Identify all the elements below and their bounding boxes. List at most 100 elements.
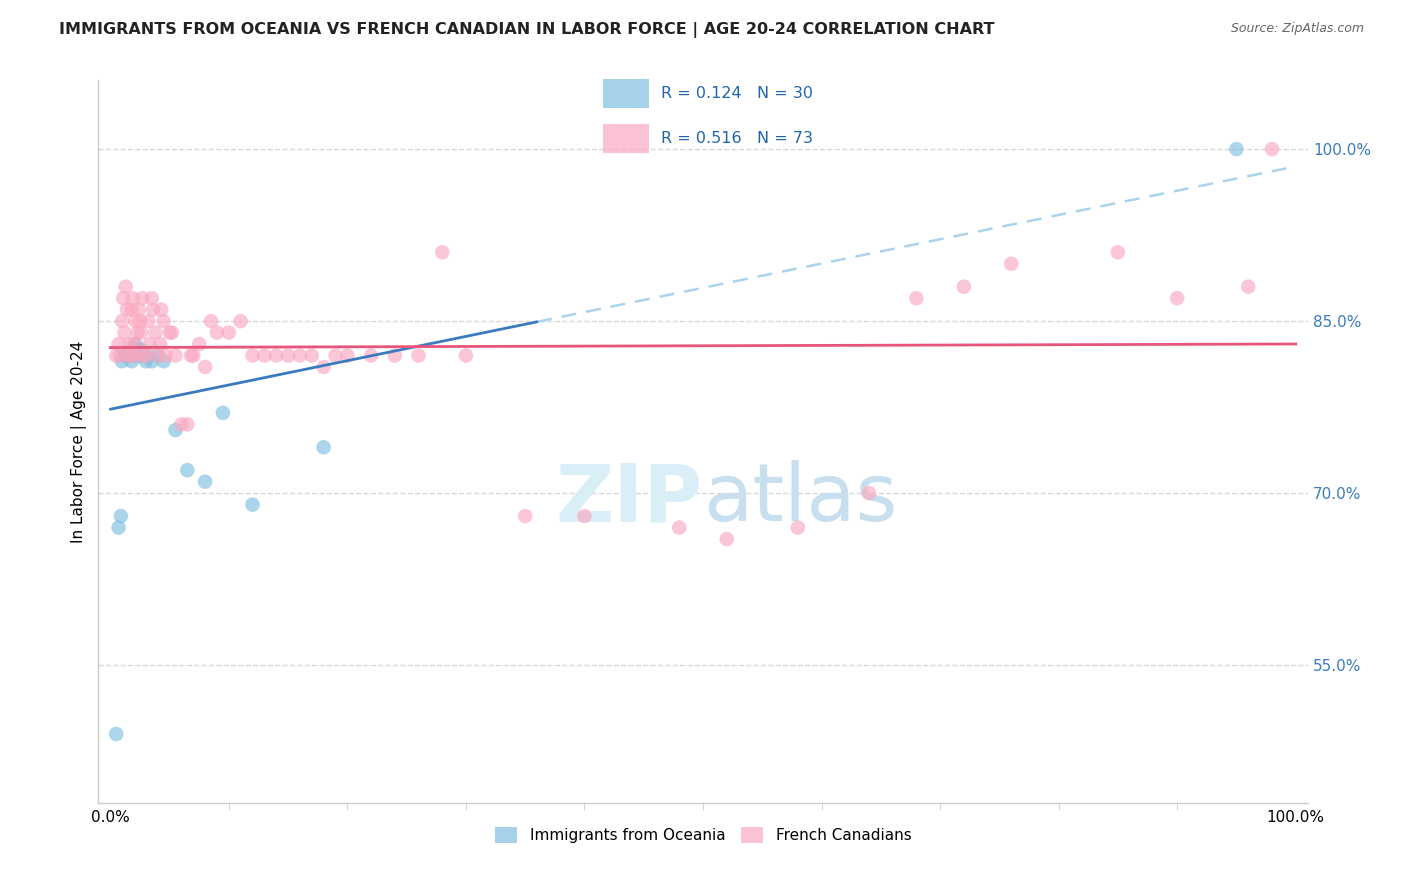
Point [181, 349, 204, 363]
Point [165, 423, 187, 437]
Point [432, 245, 454, 260]
Text: R = 0.516   N = 73: R = 0.516 N = 73 [661, 131, 814, 146]
Text: atlas: atlas [703, 460, 897, 539]
Y-axis label: In Labor Force | Age 20-24: In Labor Force | Age 20-24 [72, 341, 87, 542]
Point [121, 354, 143, 368]
Point [253, 349, 276, 363]
Point [124, 337, 146, 351]
Point [160, 326, 183, 340]
Point [112, 291, 135, 305]
Point [105, 727, 128, 741]
Point [176, 417, 198, 432]
Point [107, 337, 129, 351]
Point [141, 354, 163, 368]
Point [150, 302, 173, 317]
Text: R = 0.124   N = 30: R = 0.124 N = 30 [661, 86, 814, 101]
Point [114, 349, 136, 363]
Point [454, 349, 477, 363]
Point [242, 498, 264, 512]
Point [786, 520, 808, 534]
Text: Source: ZipAtlas.com: Source: ZipAtlas.com [1230, 22, 1364, 36]
Point [194, 475, 217, 489]
Legend: Immigrants from Oceania, French Canadians: Immigrants from Oceania, French Canadian… [488, 822, 918, 849]
Text: IMMIGRANTS FROM OCEANIA VS FRENCH CANADIAN IN LABOR FORCE | AGE 20-24 CORRELATIO: IMMIGRANTS FROM OCEANIA VS FRENCH CANADI… [59, 22, 994, 38]
Point [952, 279, 974, 293]
Point [336, 349, 359, 363]
Point [200, 314, 222, 328]
Point [1225, 142, 1247, 156]
Point [288, 349, 311, 363]
Point [114, 279, 136, 293]
Point [117, 349, 139, 363]
Point [115, 302, 138, 317]
Point [188, 337, 211, 351]
Point [125, 349, 148, 363]
Point [127, 343, 149, 357]
Point [905, 291, 928, 305]
Point [264, 349, 287, 363]
Point [121, 291, 143, 305]
Point [131, 291, 153, 305]
Point [118, 349, 141, 363]
Point [121, 343, 143, 357]
Point [1237, 279, 1260, 293]
Point [141, 291, 163, 305]
Point [122, 337, 145, 351]
Point [194, 359, 217, 374]
Point [118, 337, 141, 351]
Point [111, 354, 134, 368]
Point [124, 314, 146, 328]
Point [136, 314, 159, 328]
Point [1000, 257, 1022, 271]
Point [858, 486, 880, 500]
Point [121, 302, 143, 317]
Bar [603, 124, 648, 153]
Point [114, 326, 136, 340]
Point [152, 354, 174, 368]
Bar [603, 78, 648, 108]
Point [205, 326, 228, 340]
Point [146, 349, 169, 363]
Point [146, 349, 169, 363]
Point [120, 349, 142, 363]
Point [110, 509, 132, 524]
Point [574, 509, 596, 524]
Point [122, 349, 145, 363]
Point [138, 337, 160, 351]
Point [165, 349, 187, 363]
Point [125, 349, 148, 363]
Point [142, 302, 165, 317]
Point [1107, 245, 1129, 260]
Point [312, 359, 335, 374]
Point [1166, 291, 1188, 305]
Point [242, 349, 264, 363]
Point [105, 349, 128, 363]
Point [129, 343, 152, 357]
Point [129, 326, 152, 340]
Point [515, 509, 537, 524]
Point [152, 314, 174, 328]
Point [108, 349, 131, 363]
Point [129, 314, 152, 328]
Point [277, 349, 299, 363]
Point [360, 349, 382, 363]
Point [127, 326, 149, 340]
Point [384, 349, 406, 363]
Point [668, 520, 690, 534]
Point [325, 349, 347, 363]
Point [132, 349, 155, 363]
Point [128, 302, 150, 317]
Point [117, 349, 139, 363]
Point [229, 314, 252, 328]
Point [1261, 142, 1284, 156]
Point [135, 349, 157, 363]
Point [107, 520, 129, 534]
Point [159, 326, 181, 340]
Point [149, 337, 172, 351]
Point [180, 349, 202, 363]
Text: ZIP: ZIP [555, 460, 703, 539]
Point [312, 440, 335, 454]
Point [111, 314, 134, 328]
Point [114, 349, 136, 363]
Point [132, 349, 155, 363]
